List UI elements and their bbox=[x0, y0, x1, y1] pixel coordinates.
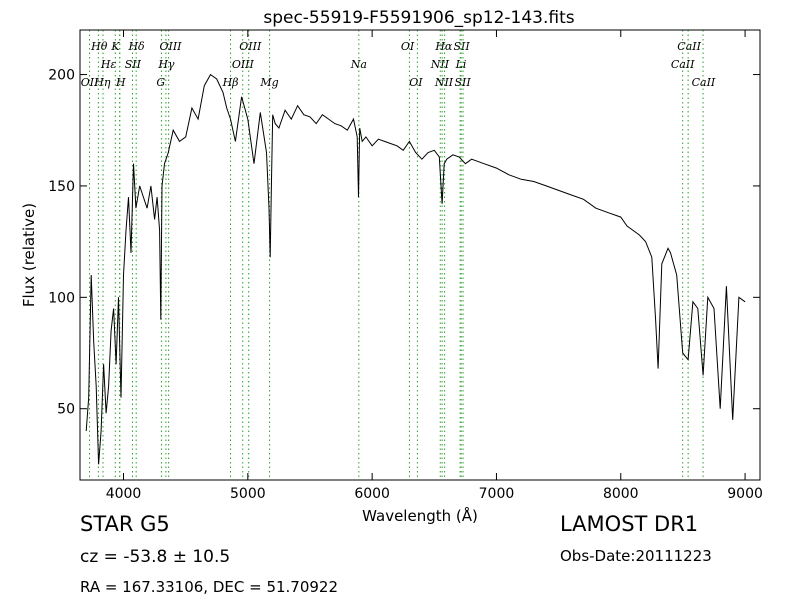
redshift-cz: cz = -53.8 ± 10.5 bbox=[80, 547, 231, 567]
y-tick-label: 150 bbox=[48, 179, 75, 195]
line-marker-label: CaII bbox=[671, 58, 695, 71]
line-marker-label: SII bbox=[125, 58, 142, 71]
x-tick-label: 4000 bbox=[106, 486, 142, 502]
y-tick-label: 200 bbox=[48, 68, 75, 84]
x-tick-label: 6000 bbox=[354, 486, 390, 502]
line-marker-label: SII bbox=[454, 40, 471, 53]
line-marker-label: SII bbox=[455, 76, 472, 89]
x-tick-label: 5000 bbox=[230, 486, 266, 502]
line-marker-label: K bbox=[110, 40, 120, 53]
line-marker-label: Hθ bbox=[90, 40, 108, 53]
line-marker-label: Mg bbox=[259, 76, 278, 89]
spectrum-line bbox=[85, 73, 746, 465]
x-axis: 4000 5000 6000 7000 8000 9000 bbox=[106, 30, 763, 502]
line-marker-label: Hβ bbox=[222, 76, 239, 89]
y-tick-label: 100 bbox=[48, 290, 75, 306]
y-axis: 50 100 150 200 bbox=[48, 68, 760, 418]
line-marker-label: Hα bbox=[434, 40, 453, 53]
line-marker-label: OI bbox=[409, 76, 423, 89]
line-marker-label: NII bbox=[434, 76, 454, 89]
x-tick-label: 7000 bbox=[479, 486, 515, 502]
x-tick-label: 9000 bbox=[727, 486, 763, 502]
line-marker-label: Na bbox=[350, 58, 367, 71]
line-marker-label: H bbox=[115, 76, 126, 89]
obs-date: Obs-Date:20111223 bbox=[560, 547, 712, 565]
line-marker-label: G bbox=[156, 76, 165, 89]
line-marker-label: CaII bbox=[692, 76, 716, 89]
line-marker-label: OIII bbox=[239, 40, 262, 53]
survey-name: LAMOST DR1 bbox=[560, 512, 699, 536]
line-marker-label: OII bbox=[81, 76, 99, 89]
line-marker-label: OI bbox=[401, 40, 415, 53]
line-marker-label: Hε bbox=[100, 58, 117, 71]
ra-dec: RA = 167.33106, DEC = 51.70922 bbox=[80, 578, 339, 596]
line-marker-label: Li bbox=[455, 58, 467, 71]
line-marker-label: Hγ bbox=[157, 58, 175, 71]
line-marker-label: OIII bbox=[232, 58, 255, 71]
x-axis-label: Wavelength (Å) bbox=[362, 506, 478, 525]
line-marker-label: NII bbox=[430, 58, 450, 71]
x-tick-label: 8000 bbox=[603, 486, 639, 502]
line-marker-label: OIII bbox=[159, 40, 182, 53]
line-marker-label: Hδ bbox=[127, 40, 145, 53]
y-tick-label: 50 bbox=[57, 402, 75, 418]
object-class: STAR G5 bbox=[80, 512, 170, 536]
line-markers: OII Hθ Hη K H Hε SII Hδ G Hγ OIII Hβ OIII OIII Mg Na OI O… bbox=[81, 30, 716, 480]
plot-frame bbox=[79, 29, 761, 481]
line-marker-label: CaII bbox=[677, 40, 701, 53]
chart-title: spec-55919-F5591906_sp12-143.fits bbox=[263, 8, 574, 28]
line-marker-label: Hη bbox=[93, 76, 111, 89]
y-axis-label: Flux (relative) bbox=[20, 203, 38, 307]
